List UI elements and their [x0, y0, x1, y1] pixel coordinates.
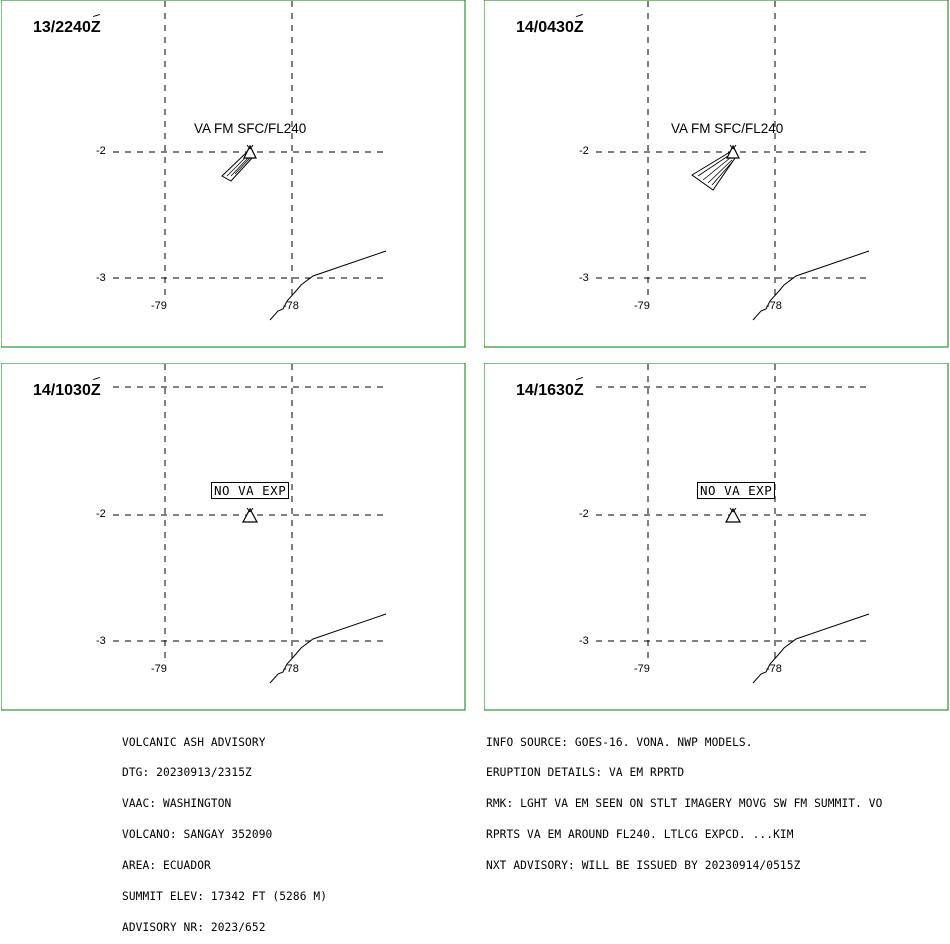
map-panel-3 — [1, 363, 466, 711]
advisory-line: VOLCANIC ASH ADVISORY — [122, 735, 266, 749]
valid-time: 13/2240Z — [33, 19, 101, 36]
coastline — [269, 613, 387, 684]
advisory-line: AREA: ECUADOR — [122, 859, 211, 873]
lon-label: -79 — [151, 300, 167, 312]
coastline — [269, 250, 387, 321]
lon-label: -78 — [283, 300, 299, 312]
ash-altitude-label: VA FM SFC/FL240 — [194, 121, 307, 136]
valid-time: 14/1630Z — [516, 382, 584, 399]
advisory-line: INFO SOURCE: GOES-16. VONA. NWP MODELS. — [486, 735, 753, 749]
advisory-line: DTG: 20230913/2315Z — [122, 766, 252, 780]
coastline — [752, 250, 870, 321]
lon-label: -79 — [634, 663, 650, 675]
lon-label: -78 — [283, 663, 299, 675]
advisory-line: ERUPTION DETAILS: VA EM RPRTD — [486, 766, 685, 780]
lat-label: -2 — [579, 145, 589, 157]
lon-label: -79 — [151, 663, 167, 675]
panel-frame — [1, 363, 466, 711]
map-panel-1 — [1, 0, 466, 348]
lon-label: -78 — [766, 663, 782, 675]
panel-frame — [1, 0, 466, 348]
lat-label: -2 — [96, 145, 106, 157]
no-ash-expected-label: NO VA EXP — [697, 482, 776, 499]
valid-time: 14/1030Z — [33, 382, 101, 399]
advisory-line: VOLCANO: SANGAY 352090 — [122, 828, 273, 842]
forecast-panel-2: 14/0430Z VA FM SFC/FL240 -2 -3 -79 -78 — [484, 0, 949, 348]
panel-frame — [484, 363, 949, 711]
lon-label: -79 — [634, 300, 650, 312]
forecast-panel-3: 14/1030Z -2 -3 -79 -78 — [1, 363, 466, 711]
forecast-panel-4: 14/1630Z -2 -3 -79 -78 — [484, 363, 949, 711]
lat-label: -3 — [579, 272, 589, 284]
advisory-line: RPRTS VA EM AROUND FL240. LTLCG EXPCD. .… — [486, 828, 794, 842]
valid-time: 14/0430Z — [516, 19, 584, 36]
map-panel-2 — [484, 0, 949, 348]
advisory-line: ADVISORY NR: 2023/652 — [122, 920, 266, 934]
lat-label: -3 — [96, 272, 106, 284]
lat-label: -3 — [579, 635, 589, 647]
volcano-icon — [241, 507, 259, 523]
advisory-header-text: VOLCANIC ASH ADVISORY DTG: 20230913/2315… — [122, 717, 327, 944]
volcano-icon — [724, 507, 742, 523]
coastline — [752, 613, 870, 684]
forecast-panel-1: 13/2240Z VA FM SFC/FL240 -2 -3 -79 -78 — [1, 0, 466, 348]
lat-label: -3 — [96, 635, 106, 647]
advisory-line: RMK: LGHT VA EM SEEN ON STLT IMAGERY MOV… — [486, 797, 883, 811]
advisory-line: SUMMIT ELEV: 17342 FT (5286 M) — [122, 890, 328, 904]
map-panel-4 — [484, 363, 949, 711]
lat-label: -2 — [96, 508, 106, 520]
panel-frame — [484, 0, 949, 348]
lat-label: -2 — [579, 508, 589, 520]
ash-altitude-label: VA FM SFC/FL240 — [671, 121, 784, 136]
no-ash-expected-label: NO VA EXP — [211, 482, 290, 499]
advisory-remarks-text: INFO SOURCE: GOES-16. VONA. NWP MODELS. … — [486, 717, 882, 882]
advisory-line: NXT ADVISORY: WILL BE ISSUED BY 20230914… — [486, 859, 801, 873]
volcano-icon — [243, 144, 257, 159]
lon-label: -78 — [766, 300, 782, 312]
advisory-line: VAAC: WASHINGTON — [122, 797, 232, 811]
volcano-icon — [726, 144, 740, 159]
